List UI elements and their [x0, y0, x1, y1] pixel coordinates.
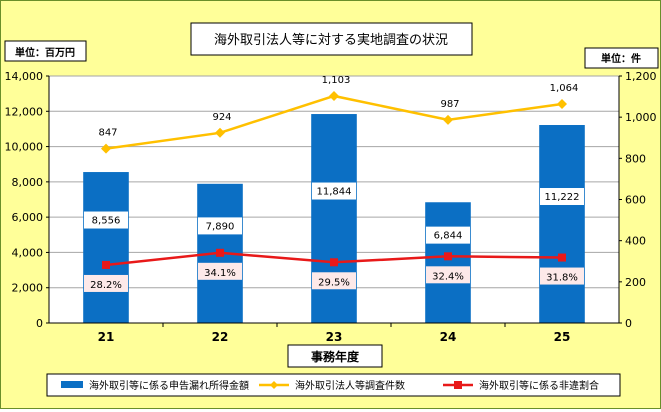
x-tick-label: 22 [212, 330, 229, 344]
x-tick-label: 25 [554, 330, 571, 344]
left-axis-unit: 単位：百万円 [15, 46, 75, 59]
left-unit-box [4, 40, 87, 62]
bar-data-label: 8,556 [92, 216, 121, 227]
y-left-tick-label: 10,000 [5, 141, 44, 154]
rate-data-label: 32.4% [432, 271, 464, 282]
y-right-tick-label: 800 [625, 152, 646, 165]
axis-ticks: 0 2,000 4,000 6,000 8,000 10,000 12,000 14,000 0… [5, 70, 657, 344]
line-point [101, 143, 111, 154]
legend-marker [270, 381, 278, 389]
bar [83, 172, 129, 323]
rate-data-label: 28.2% [90, 280, 122, 291]
line-data-label: 1,103 [322, 75, 351, 86]
right-unit-box [584, 47, 659, 69]
y-left-tick-label: 6,000 [12, 211, 44, 224]
legend-bar-swatch [61, 381, 83, 388]
bar [539, 125, 585, 323]
legend: 海外取引等に係る申告漏れ所得金額 海外取引法人等調査件数 海外取引等に係る非違割合 [61, 379, 599, 392]
rate-data-label-box [312, 272, 356, 290]
line-point [330, 258, 338, 267]
x-tick-label: 24 [440, 330, 457, 344]
rate-data-label: 34.1% [204, 268, 236, 279]
line-data-label: 1,064 [550, 83, 579, 94]
bar [311, 114, 357, 324]
bar-data-label-box [426, 226, 470, 244]
line-point [558, 253, 566, 262]
title-box [190, 22, 473, 56]
bar-data-label: 7,890 [206, 221, 235, 232]
y-left-tick-label: 2,000 [12, 282, 44, 295]
right-axis-unit: 単位：件 [601, 52, 641, 65]
legend-label: 海外取引等に係る申告漏れ所得金額 [89, 379, 249, 392]
bar-data-label-box [540, 188, 584, 206]
y-left-tick-label: 4,000 [12, 246, 44, 259]
line-point [444, 252, 452, 261]
y-right-tick-label: 200 [625, 276, 646, 289]
rate-data-label: 31.8% [546, 273, 578, 284]
bar [425, 202, 471, 323]
rate-data-label-box [426, 266, 470, 284]
line-point [216, 248, 224, 257]
rate-data-label: 29.5% [318, 277, 350, 288]
y-left-tick-label: 12,000 [5, 105, 44, 118]
line-data-label: 847 [98, 128, 117, 139]
legend-box [46, 373, 621, 397]
rate-data-label-box [540, 267, 584, 285]
bar-data-label-box [84, 211, 128, 229]
x-tick-label: 23 [326, 330, 343, 344]
y-right-tick-label: 0 [625, 317, 632, 330]
bar-data-label: 11,844 [317, 187, 352, 198]
y-right-tick-label: 1,000 [625, 111, 657, 124]
bar-data-label-box [312, 182, 356, 200]
x-tick-label: 21 [98, 330, 115, 344]
bar-data-label: 11,222 [545, 192, 580, 203]
line-point [557, 98, 567, 109]
line-data-label: 987 [440, 99, 459, 110]
line-point [102, 260, 110, 269]
bar-data-label: 6,844 [434, 231, 463, 242]
line-data-label: 924 [212, 112, 231, 123]
bar-data-label-box [198, 217, 242, 235]
legend-label: 海外取引法人等調査件数 [295, 379, 405, 392]
x-axis-title-box [287, 344, 383, 368]
line-series: 847 924 1,103 987 1,064 28.2% 34.1% 29.5% 32.4% 3… [84, 75, 584, 292]
y-left-tick-label: 8,000 [12, 176, 44, 189]
y-left-tick-label: 0 [36, 317, 43, 330]
line-point [215, 127, 225, 138]
y-right-tick-label: 400 [625, 235, 646, 248]
y-right-tick-label: 1,200 [625, 70, 657, 83]
bar-series: 8,556 7,890 11,844 6,844 11,222 [83, 114, 585, 324]
chart-title: 海外取引法人等に対する実地調査の状況 [214, 32, 448, 48]
y-right-tick-label: 600 [625, 194, 646, 207]
y-left-tick-label: 14,000 [5, 70, 44, 83]
line-point [443, 114, 453, 125]
rate-data-label-box [198, 262, 242, 280]
line-point [329, 90, 339, 101]
legend-label: 海外取引等に係る非違割合 [479, 379, 599, 392]
x-axis-title: 事務年度 [311, 349, 360, 364]
legend-marker [454, 381, 462, 389]
rate-data-label-box [84, 274, 128, 292]
